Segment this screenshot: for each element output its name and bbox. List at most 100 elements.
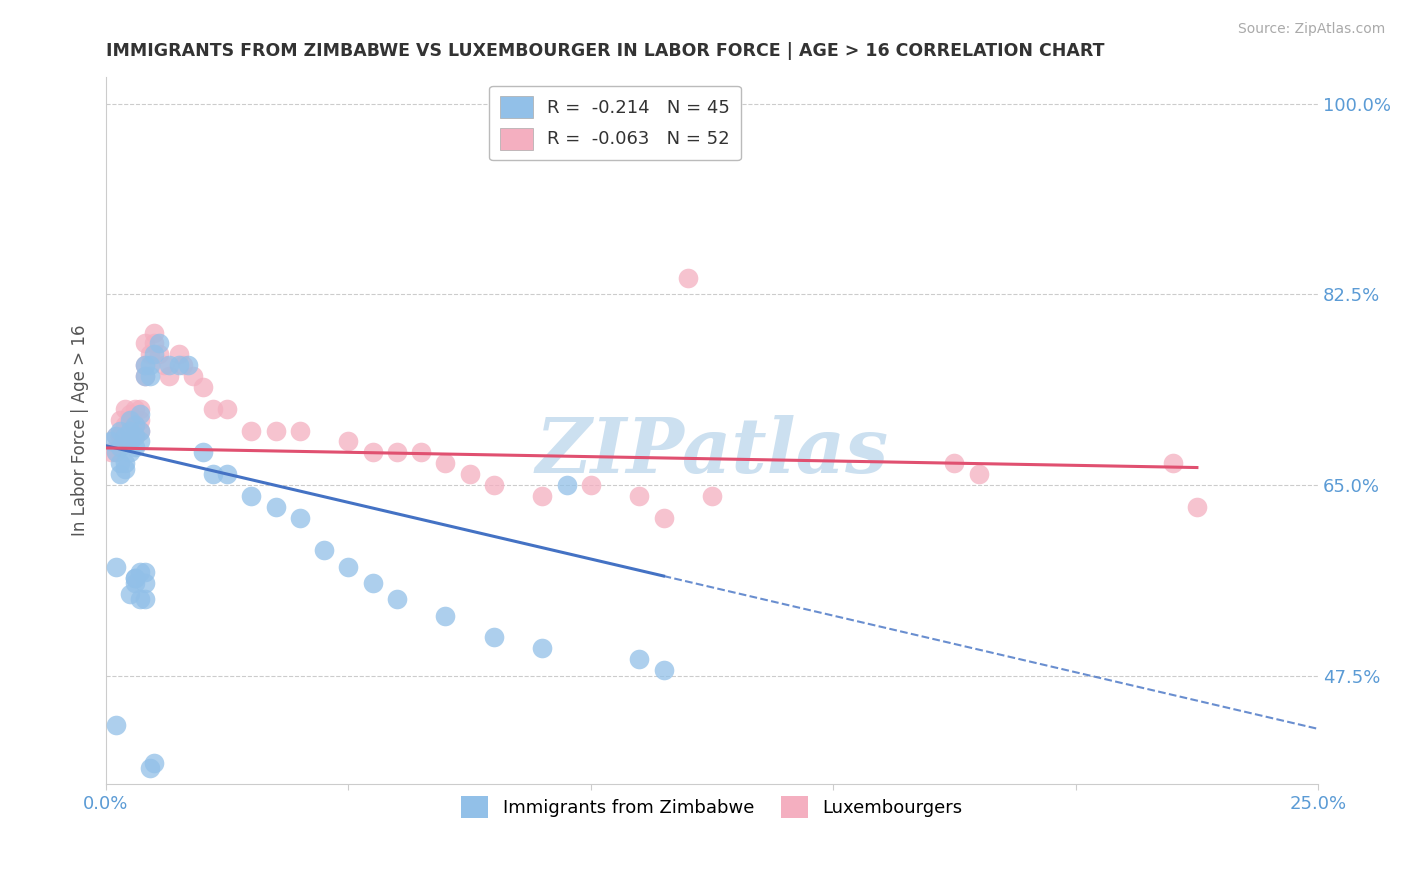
Point <box>482 631 505 645</box>
Point <box>434 608 457 623</box>
Point <box>114 461 136 475</box>
Point <box>114 401 136 416</box>
Point <box>240 489 263 503</box>
Point <box>288 510 311 524</box>
Point <box>134 565 156 579</box>
Point <box>143 336 166 351</box>
Point <box>114 429 136 443</box>
Point <box>173 358 195 372</box>
Point <box>201 467 224 481</box>
Point <box>128 407 150 421</box>
Point <box>148 347 170 361</box>
Point <box>191 445 214 459</box>
Point <box>124 418 146 433</box>
Point <box>114 418 136 433</box>
Point <box>134 369 156 384</box>
Point <box>157 358 180 372</box>
Point <box>264 500 287 514</box>
Point <box>100 445 122 459</box>
Point <box>361 576 384 591</box>
Point <box>124 429 146 443</box>
Point <box>128 592 150 607</box>
Text: ZIPatlas: ZIPatlas <box>536 415 889 489</box>
Point <box>120 445 142 459</box>
Point <box>138 358 160 372</box>
Point <box>134 576 156 591</box>
Point <box>138 369 160 384</box>
Point <box>120 424 142 438</box>
Point <box>314 543 336 558</box>
Point <box>110 412 132 426</box>
Y-axis label: In Labor Force | Age > 16: In Labor Force | Age > 16 <box>72 325 89 536</box>
Point <box>120 407 142 421</box>
Point <box>124 401 146 416</box>
Point <box>134 358 156 372</box>
Point <box>143 756 166 770</box>
Text: IMMIGRANTS FROM ZIMBABWE VS LUXEMBOURGER IN LABOR FORCE | AGE > 16 CORRELATION C: IMMIGRANTS FROM ZIMBABWE VS LUXEMBOURGER… <box>105 42 1104 60</box>
Point <box>191 380 214 394</box>
Point <box>114 429 136 443</box>
Point <box>128 565 150 579</box>
Point <box>409 445 432 459</box>
Point <box>134 336 156 351</box>
Point <box>134 369 156 384</box>
Point <box>104 717 127 731</box>
Point <box>110 467 132 481</box>
Point <box>143 347 166 361</box>
Point <box>288 424 311 438</box>
Point <box>120 587 142 601</box>
Point <box>531 489 554 503</box>
Point <box>120 434 142 449</box>
Point <box>148 336 170 351</box>
Point <box>120 434 142 449</box>
Point <box>128 412 150 426</box>
Point <box>385 592 408 607</box>
Point <box>337 434 360 449</box>
Point <box>157 369 180 384</box>
Point <box>110 440 132 454</box>
Point <box>628 489 651 503</box>
Point <box>128 424 150 438</box>
Point <box>555 478 578 492</box>
Point <box>104 429 127 443</box>
Point <box>217 401 239 416</box>
Point <box>104 445 127 459</box>
Point <box>458 467 481 481</box>
Point <box>167 347 190 361</box>
Point <box>628 652 651 666</box>
Point <box>361 445 384 459</box>
Point <box>104 445 127 459</box>
Point <box>143 326 166 340</box>
Point <box>1161 456 1184 470</box>
Point <box>124 570 146 584</box>
Point <box>579 478 602 492</box>
Point <box>967 467 990 481</box>
Legend: Immigrants from Zimbabwe, Luxembourgers: Immigrants from Zimbabwe, Luxembourgers <box>454 789 970 825</box>
Text: Source: ZipAtlas.com: Source: ZipAtlas.com <box>1237 22 1385 37</box>
Point <box>104 559 127 574</box>
Point <box>434 456 457 470</box>
Point <box>337 559 360 574</box>
Point <box>134 592 156 607</box>
Point <box>943 456 966 470</box>
Point <box>110 429 132 443</box>
Point <box>652 510 675 524</box>
Point <box>385 445 408 459</box>
Point <box>128 424 150 438</box>
Point <box>676 271 699 285</box>
Point <box>201 401 224 416</box>
Point <box>264 424 287 438</box>
Point <box>124 440 146 454</box>
Point <box>128 434 150 449</box>
Point <box>104 429 127 443</box>
Point <box>110 456 132 470</box>
Point <box>100 434 122 449</box>
Point <box>120 412 142 426</box>
Point <box>138 761 160 775</box>
Point <box>114 456 136 470</box>
Point <box>482 478 505 492</box>
Point <box>167 358 190 372</box>
Point <box>110 424 132 438</box>
Point <box>128 401 150 416</box>
Point <box>700 489 723 503</box>
